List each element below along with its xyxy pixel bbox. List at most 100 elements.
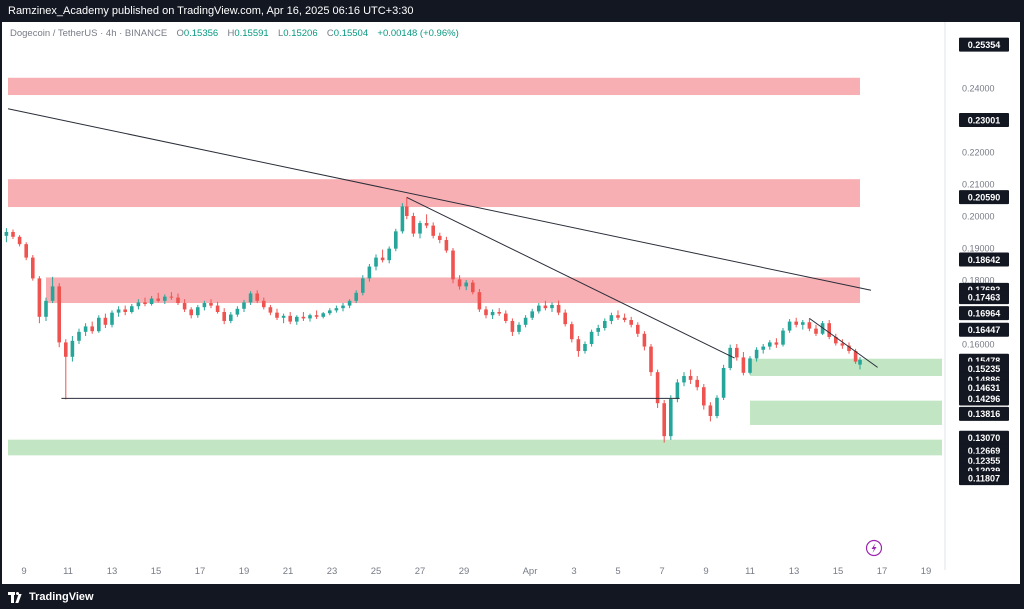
candle-body-23 bbox=[149, 298, 154, 304]
candle-body-27 bbox=[176, 297, 180, 304]
candle-body-126 bbox=[827, 323, 831, 337]
candle-body-131 bbox=[858, 359, 862, 365]
x-tick-label: 15 bbox=[833, 566, 844, 577]
candle-body-84 bbox=[550, 304, 554, 309]
candle-body-59 bbox=[387, 248, 391, 261]
trendline-3[interactable] bbox=[809, 317, 878, 368]
tradingview-logo-icon bbox=[8, 591, 24, 603]
x-tick-label: 7 bbox=[659, 566, 664, 577]
price-badge bbox=[959, 190, 1009, 205]
candle-body-88 bbox=[576, 339, 581, 352]
candle-body-63 bbox=[411, 216, 416, 234]
price-badge bbox=[959, 322, 1009, 337]
candle-body-54 bbox=[354, 292, 358, 301]
tradingview-logo[interactable]: TradingView bbox=[8, 590, 94, 604]
candle-body-3 bbox=[17, 236, 22, 245]
price-badge bbox=[959, 380, 1009, 395]
price-badge-label: 0.15478 bbox=[968, 356, 1001, 366]
candle-body-116 bbox=[761, 346, 765, 350]
x-tick-label: 13 bbox=[789, 566, 800, 577]
x-tick-label: 13 bbox=[107, 566, 118, 577]
price-badge-label: 0.18642 bbox=[968, 255, 1001, 265]
candle-body-79 bbox=[517, 324, 521, 332]
price-badge-label: 0.13070 bbox=[968, 433, 1001, 443]
candle-body-123 bbox=[807, 322, 812, 329]
candle-body-12 bbox=[77, 331, 81, 341]
price-badge-label: 0.20590 bbox=[968, 192, 1001, 202]
candle-body-43 bbox=[281, 315, 286, 318]
publish-bar: Ramzinex_Academy published on TradingVie… bbox=[0, 0, 1024, 22]
price-badge-label: 0.17692 bbox=[968, 285, 1001, 295]
candle-body-32 bbox=[209, 303, 213, 306]
x-tick-label: 11 bbox=[63, 566, 73, 577]
candlestick-chart[interactable]: 0.24000 0.22000 0.21000 0.20000 0.19000 0.180… bbox=[2, 22, 1020, 584]
candle-body-44 bbox=[288, 315, 292, 322]
lightning-icon[interactable] bbox=[865, 539, 883, 557]
candle-body-39 bbox=[255, 293, 259, 301]
x-tick-label: 19 bbox=[239, 566, 250, 577]
candle-body-115 bbox=[754, 349, 759, 359]
candle-body-108 bbox=[708, 405, 713, 416]
candle-body-110 bbox=[721, 368, 726, 398]
candle-body-37 bbox=[242, 302, 246, 309]
resistance-zone-1[interactable] bbox=[8, 77, 860, 96]
candle-body-129 bbox=[847, 345, 851, 352]
candle-body-64 bbox=[418, 223, 422, 234]
symbol-legend: Dogecoin / TetherUS · 4h · BINANCE O0.15… bbox=[10, 28, 459, 39]
candle-body-74 bbox=[484, 309, 488, 316]
candle-body-87 bbox=[570, 324, 574, 340]
candle-body-130 bbox=[853, 351, 858, 362]
trendline-1[interactable] bbox=[7, 108, 872, 291]
candle-body-120 bbox=[787, 321, 792, 331]
y-tick-label: 0.19000 bbox=[962, 244, 995, 254]
candle-body-90 bbox=[589, 331, 594, 344]
candle-body-101 bbox=[662, 403, 666, 437]
chart-panel[interactable]: 0.24000 0.22000 0.21000 0.20000 0.19000 0.180… bbox=[2, 22, 1020, 584]
price-badge-label: 0.17463 bbox=[968, 292, 1001, 302]
candle-body-100 bbox=[655, 372, 660, 404]
candle-body-35 bbox=[229, 314, 233, 321]
symbol-name[interactable]: Dogecoin / TetherUS · 4h · BINANCE bbox=[10, 28, 168, 39]
change-value: +0.00148 (+0.96%) bbox=[377, 28, 459, 39]
candle-body-31 bbox=[202, 303, 207, 308]
x-tick-label: 17 bbox=[195, 566, 206, 577]
price-badge-label: 0.15235 bbox=[968, 364, 1001, 374]
price-badge-label: 0.23001 bbox=[968, 115, 1001, 125]
candle-body-95 bbox=[622, 317, 627, 320]
candle-body-119 bbox=[781, 330, 785, 345]
candle-body-9 bbox=[57, 286, 61, 343]
candle-body-94 bbox=[616, 315, 620, 318]
high-label: H bbox=[227, 28, 235, 39]
x-tick-label: 17 bbox=[877, 566, 888, 577]
candle-body-76 bbox=[497, 312, 501, 314]
support-zone-5[interactable] bbox=[750, 400, 942, 425]
price-badge bbox=[959, 37, 1009, 52]
candle-body-124 bbox=[814, 328, 818, 334]
resistance-zone-2[interactable] bbox=[8, 179, 860, 208]
candle-body-53 bbox=[347, 300, 352, 306]
price-badge-label: 0.16964 bbox=[968, 308, 1001, 318]
price-badge bbox=[959, 290, 1009, 305]
price-badge bbox=[959, 252, 1009, 267]
trendline-2[interactable] bbox=[406, 196, 735, 359]
price-badge-label: 0.14886 bbox=[968, 375, 1001, 385]
price-badge bbox=[959, 406, 1009, 421]
candle-body-118 bbox=[774, 342, 779, 345]
candle-body-104 bbox=[682, 376, 686, 383]
candle-body-111 bbox=[728, 347, 732, 368]
price-badge-label: 0.25354 bbox=[968, 40, 1001, 50]
support-zone-6[interactable] bbox=[8, 439, 942, 456]
x-tick-label: 21 bbox=[283, 566, 294, 577]
candle-body-68 bbox=[444, 240, 449, 251]
x-tick-label: 11 bbox=[745, 566, 755, 577]
candle-body-71 bbox=[464, 282, 468, 287]
y-tick-label: 0.24000 bbox=[962, 84, 995, 94]
candle-body-106 bbox=[695, 379, 699, 388]
candle-body-83 bbox=[543, 305, 548, 309]
support-zone-4[interactable] bbox=[750, 358, 942, 376]
low-label: L bbox=[277, 28, 284, 39]
candle-body-21 bbox=[136, 302, 141, 307]
x-tick-label: 29 bbox=[459, 566, 470, 577]
candle-body-40 bbox=[262, 300, 266, 308]
candle-body-81 bbox=[530, 311, 534, 318]
